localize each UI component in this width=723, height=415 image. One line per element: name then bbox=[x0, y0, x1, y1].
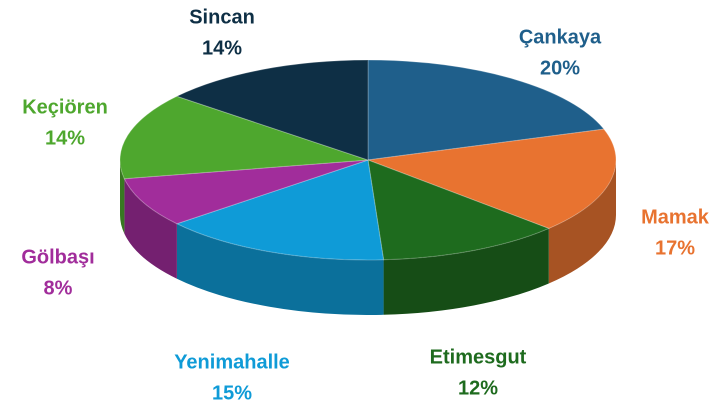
slice-side bbox=[120, 160, 125, 234]
slice-label: Gölbaşı bbox=[21, 246, 94, 268]
slice-value-label: 12% bbox=[458, 377, 498, 399]
slice bbox=[119, 95, 369, 180]
slice-label: Keçiören bbox=[22, 96, 108, 118]
slice bbox=[175, 59, 369, 161]
slice-label: Çankaya bbox=[519, 26, 602, 48]
slice bbox=[175, 159, 385, 261]
slice bbox=[367, 59, 605, 161]
slice-side bbox=[124, 178, 177, 279]
slice bbox=[367, 128, 617, 229]
slice-label: Yenimahalle bbox=[174, 351, 290, 373]
slice-value-label: 17% bbox=[655, 237, 695, 259]
slice-value-label: 14% bbox=[45, 127, 85, 149]
slice-value-label: 20% bbox=[540, 57, 580, 79]
slice-side bbox=[548, 160, 616, 284]
slice-value-label: 15% bbox=[212, 382, 252, 404]
slice bbox=[123, 159, 369, 225]
slice-value-label: 14% bbox=[202, 37, 242, 59]
slice-side bbox=[176, 223, 384, 315]
slice bbox=[367, 159, 551, 261]
slice-value-label: 8% bbox=[44, 277, 73, 299]
slice-label: Sincan bbox=[189, 6, 255, 28]
slice-side bbox=[383, 228, 549, 315]
slice-label: Mamak bbox=[641, 206, 710, 228]
slice-label: Etimesgut bbox=[430, 346, 527, 368]
